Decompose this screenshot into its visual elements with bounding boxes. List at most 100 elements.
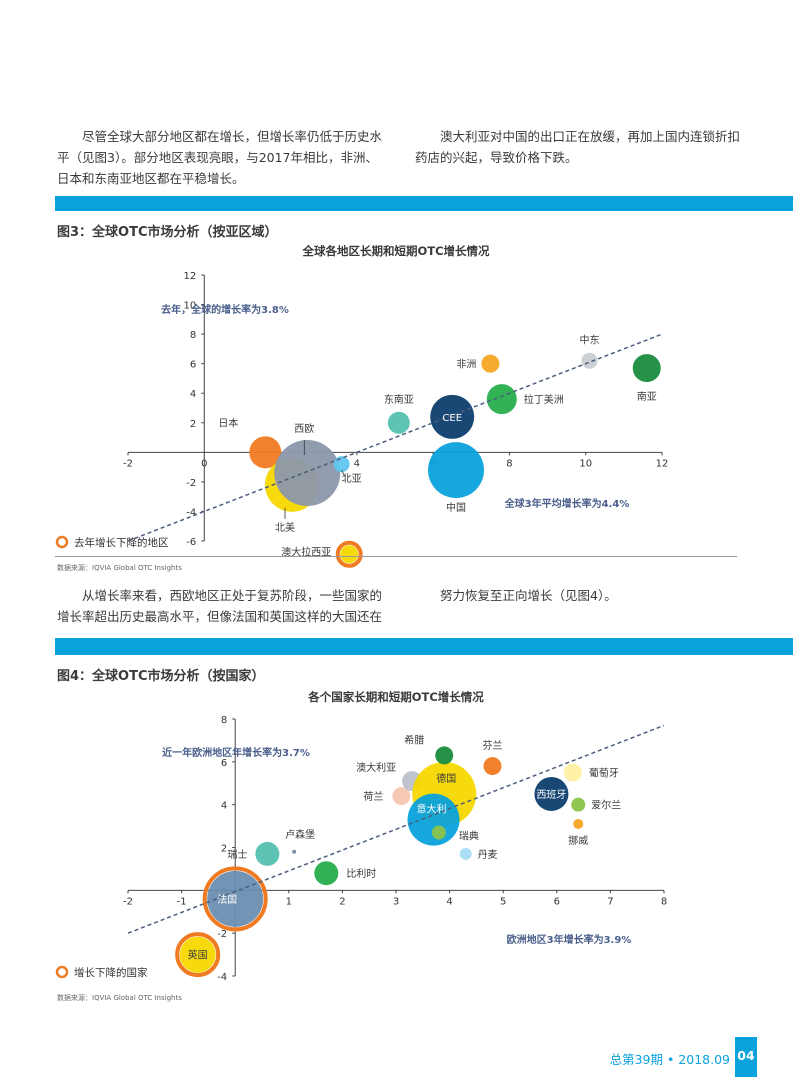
decline-ring: [175, 932, 221, 978]
figure4-top-bar: [55, 638, 793, 655]
annotation-3yr: 全球3年平均增长率为4.4%: [504, 497, 630, 510]
y-tick-label: 8: [221, 715, 227, 726]
x-tick-label: -1: [177, 896, 187, 907]
figure4-source: 数据来源：IQVIA Global OTC Insights: [57, 994, 182, 1002]
data-point: [430, 394, 475, 439]
y-tick-label: 4: [190, 389, 196, 400]
point-label: 东南亚: [384, 393, 414, 406]
data-point: [249, 436, 282, 469]
y-tick-label: 4: [221, 801, 227, 812]
y-tick-label: 6: [221, 758, 227, 769]
point-label: 西班牙: [536, 789, 566, 801]
legend-label: 去年增长下降的地区: [74, 536, 169, 549]
data-point: [314, 861, 339, 886]
point-label: 南亚: [637, 390, 657, 403]
y-tick-label: 2: [190, 419, 196, 430]
y-tick-label: 2: [221, 844, 227, 855]
point-label: 希腊: [404, 733, 424, 746]
x-tick-label: 8: [661, 896, 667, 907]
chart-subtitle: 各个国家长期和短期OTC增长情况: [307, 690, 484, 704]
point-label: 葡萄牙: [589, 767, 619, 780]
point-label: 芬兰: [482, 739, 502, 752]
data-point: [481, 354, 500, 373]
x-tick-label: -2: [123, 458, 133, 469]
y-tick-label: 10: [184, 301, 197, 312]
data-point: [292, 849, 297, 854]
figure3-title: 图3：全球OTC市场分析（按亚区域）: [57, 225, 278, 240]
figure3-source: 数据来源：IQVIA Global OTC Insights: [57, 564, 182, 572]
point-label: 挪威: [568, 834, 588, 847]
x-tick-label: 12: [656, 458, 669, 469]
data-point: [207, 870, 264, 927]
chart-subtitle: 全球各地区长期和短期OTC增长情况: [301, 244, 490, 258]
y-tick-label: 8: [190, 330, 196, 341]
trend-line: [127, 333, 663, 542]
data-point: [581, 352, 598, 369]
trend-line: [127, 724, 665, 934]
point-label: 北美: [275, 521, 295, 534]
x-tick-label: 8: [506, 458, 512, 469]
intro-paragraph-left: 尽管全球大部分地区都在增长，但增长率仍低于历史水平（见图3）。部分地区表现亮眼，…: [57, 129, 383, 186]
data-point: [431, 825, 446, 840]
point-label: 荷兰: [363, 790, 383, 803]
legend-label: 增长下降的国家: [74, 966, 148, 979]
decline-ring: [202, 866, 268, 932]
data-point: [179, 936, 216, 973]
data-point: [486, 384, 517, 415]
point-label: 北亚: [342, 473, 362, 485]
point-label: 中国: [446, 501, 466, 514]
legend-marker: [55, 965, 69, 979]
point-label: 瑞典: [459, 830, 479, 843]
annotation-last-year: 去年，全球的增长率为3.8%: [161, 303, 289, 316]
x-tick-label: 6: [554, 896, 560, 907]
point-label: 法国: [217, 893, 237, 906]
x-tick-label: 3: [393, 896, 399, 907]
point-label: 日本: [218, 416, 238, 429]
data-point: [392, 787, 411, 806]
x-tick-label: 4: [446, 896, 452, 907]
point-label: 非洲: [456, 359, 476, 371]
point-label: 英国: [188, 949, 208, 962]
mid-paragraph-right: 努力恢复至正向增长（见图4）。: [440, 588, 617, 603]
point-label: 卢森堡: [285, 828, 315, 841]
point-label: 澳大拉西亚: [281, 545, 331, 558]
figure3-chart: 全球各地区长期和短期OTC增长情况-2024681012-6-4-2246810…: [55, 244, 669, 568]
x-tick-label: -2: [123, 896, 133, 907]
y-tick-label: -6: [186, 537, 196, 548]
x-tick-label: 10: [579, 458, 592, 469]
data-point: [274, 440, 341, 507]
data-point: [573, 818, 584, 829]
figure4-title: 图4：全球OTC市场分析（按国家）: [57, 669, 265, 684]
point-label: 西欧: [294, 423, 314, 435]
point-label: 中东: [580, 334, 600, 347]
data-point: [534, 776, 569, 811]
label-arrow: [341, 469, 345, 477]
x-tick-label: 0: [201, 458, 207, 469]
data-point: [333, 456, 350, 473]
intro-paragraph-right: 澳大利亚对中国的出口正在放缓，再加上国内连锁折扣药店的兴起，导致价格下跌。: [415, 129, 741, 165]
point-label: 意大利: [417, 803, 447, 816]
data-point: [255, 841, 280, 866]
data-point: [340, 545, 359, 564]
y-tick-label: -2: [186, 478, 196, 489]
mid-paragraph-left: 从增长率来看，西欧地区正处于复苏阶段，一些国家的增长率超出历史最高水平，但像法国…: [57, 588, 383, 624]
point-label: 拉丁美洲: [524, 393, 564, 406]
point-label: CEE: [442, 413, 462, 424]
data-point: [387, 411, 410, 434]
x-tick-label: 7: [607, 896, 613, 907]
data-point: [459, 847, 472, 860]
point-label: 瑞士: [227, 848, 247, 861]
y-tick-label: 12: [184, 271, 197, 282]
annotation-3yr: 欧洲地区3年增长率为3.9%: [507, 933, 632, 946]
data-point: [571, 797, 586, 812]
page-number: 04: [735, 1037, 757, 1077]
point-label: 澳大利亚: [356, 761, 396, 774]
point-label: 爱尔兰: [591, 799, 621, 812]
x-tick-label: 1: [286, 896, 292, 907]
x-tick-label: 5: [500, 896, 506, 907]
y-tick-label: -4: [217, 972, 227, 983]
decline-ring: [335, 540, 363, 568]
figure4-chart: 各个国家长期和短期OTC增长情况-2-1012345678-4-202468英国…: [55, 690, 667, 983]
point-label: 丹麦: [478, 849, 498, 861]
point-label: 比利时: [346, 868, 376, 880]
